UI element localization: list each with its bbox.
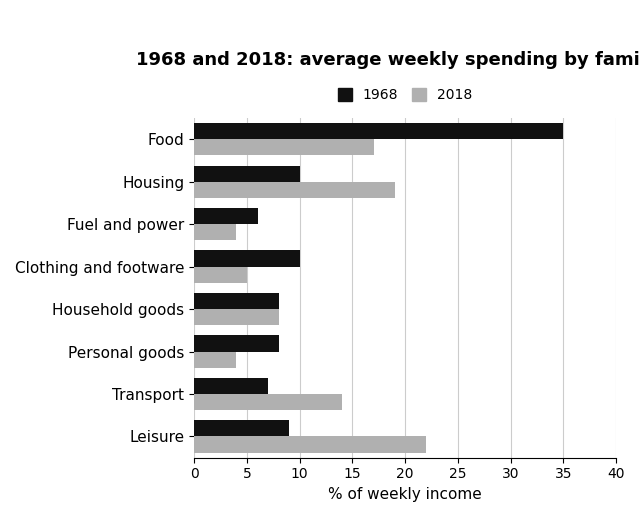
Bar: [194, 208, 257, 224]
Bar: [194, 378, 268, 394]
Legend: 1968, 2018: 1968, 2018: [333, 84, 477, 107]
Bar: [194, 139, 374, 155]
Bar: [194, 224, 236, 240]
Bar: [194, 352, 236, 368]
Bar: [194, 394, 342, 410]
Bar: [194, 420, 289, 436]
Bar: [194, 436, 426, 452]
X-axis label: % of weekly income: % of weekly income: [328, 487, 482, 502]
Bar: [194, 336, 278, 352]
Bar: [194, 123, 563, 139]
Bar: [194, 309, 278, 325]
Bar: [194, 250, 300, 267]
Bar: [194, 267, 247, 283]
Title: 1968 and 2018: average weekly spending by families: 1968 and 2018: average weekly spending b…: [136, 51, 640, 69]
Bar: [194, 293, 278, 309]
Bar: [194, 165, 300, 181]
Bar: [194, 181, 395, 198]
